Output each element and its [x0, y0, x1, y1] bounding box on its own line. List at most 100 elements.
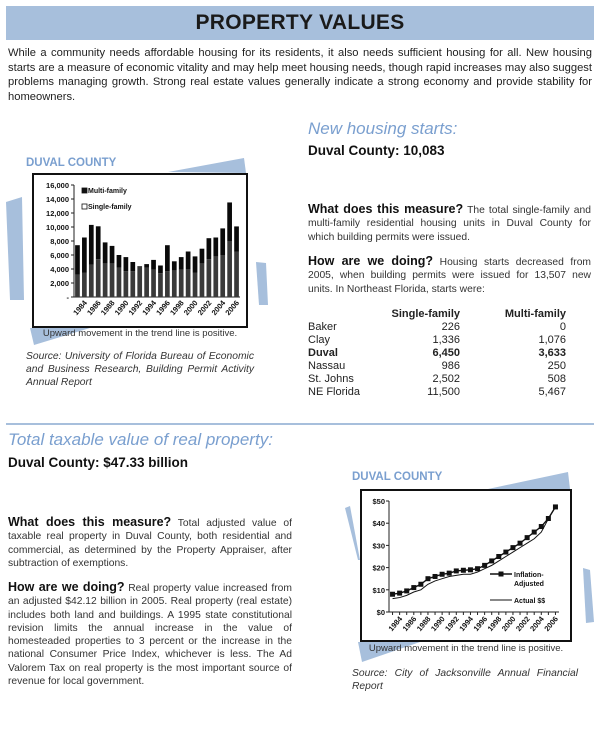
data-point	[418, 581, 424, 587]
bar-multi-family	[206, 238, 212, 260]
bar-single-family	[137, 266, 143, 297]
x-tick-label: 2006	[542, 615, 560, 634]
bar-single-family	[144, 267, 149, 297]
housing-doing-answer: Housing starts decreased from 2005, when…	[308, 257, 592, 295]
y-tick-label: 4,000	[50, 265, 69, 274]
bar-single-family	[199, 263, 205, 297]
table-cell-single: 986	[441, 360, 460, 372]
bar-single-family	[88, 264, 94, 297]
data-point	[510, 545, 516, 551]
legend-label: Actual $$	[514, 598, 545, 605]
bar-single-family	[220, 255, 226, 297]
data-point	[404, 588, 410, 594]
x-tick-label: 1988	[99, 299, 117, 318]
bar-multi-family	[192, 256, 198, 273]
x-tick-label: 2004	[528, 614, 546, 633]
table-cell-multi: 3,633	[538, 347, 566, 359]
data-point	[425, 576, 431, 582]
y-tick-label: $50	[372, 497, 385, 506]
table-row: St. Johns 2,502 508	[308, 373, 566, 386]
x-tick-label: 1994	[457, 614, 475, 633]
property-doing: How are we doing? Real property value in…	[8, 580, 292, 688]
wedge-shape	[30, 328, 90, 345]
table-cell-multi: 5,467	[538, 386, 566, 398]
housing-measure-answer: The total single-family and multi-family…	[308, 205, 591, 243]
data-point	[489, 558, 495, 564]
y-tick-label: 14,000	[46, 195, 69, 204]
data-point	[467, 567, 473, 573]
housing-chart: - 2,000 4,000 6,000 8,000 10,000 12,000 14,000 1…	[32, 173, 248, 328]
legend-swatch	[81, 187, 88, 194]
x-tick-label: 2002	[514, 615, 532, 634]
bar-single-family	[116, 267, 122, 297]
x-tick-label: 1990	[113, 299, 131, 318]
property-chart: $0 $10 $20 $30 $40 $50 1984 1986 1988 1990 1992 199…	[360, 489, 572, 642]
bar-multi-family	[102, 242, 108, 264]
table-cell-county: Clay	[308, 334, 331, 346]
bar-multi-family	[75, 245, 80, 275]
table-row: Duval 6,450 3,633	[308, 347, 566, 360]
y-tick-label: 8,000	[50, 237, 69, 246]
intro-paragraph: While a community needs affordable housi…	[8, 47, 592, 103]
y-tick-label: $40	[372, 519, 385, 528]
bar-single-family	[227, 241, 232, 297]
wedge-shape	[168, 158, 246, 173]
bar-single-family	[234, 251, 239, 297]
wedge-shape	[256, 262, 268, 305]
x-tick-label: 1992	[127, 299, 145, 318]
table-header-single: Single-family	[391, 308, 460, 320]
bar-multi-family	[171, 261, 177, 271]
housing-bar-chart: - 2,000 4,000 6,000 8,000 10,000 12,000 14,000 1…	[46, 181, 241, 318]
bar-multi-family	[116, 255, 122, 268]
table-cell-county: St. Johns	[308, 373, 354, 385]
legend-label: Single-family	[88, 204, 132, 211]
line-actual	[392, 506, 556, 600]
bar-multi-family	[82, 237, 87, 273]
data-point	[397, 590, 403, 596]
bar-single-family	[109, 263, 115, 297]
table-cell-single: 226	[441, 321, 460, 333]
table-cell-multi: 508	[547, 373, 566, 385]
legend-label: Multi-family	[88, 188, 127, 195]
bar-single-family	[171, 270, 177, 297]
x-tick-label: 1998	[168, 299, 186, 318]
bar-multi-family	[227, 202, 232, 241]
data-point	[411, 585, 417, 591]
housing-doing-question: How are we doing?	[308, 254, 434, 268]
x-tick-label: 1994	[140, 298, 158, 317]
table-cell-county: Nassau	[308, 360, 346, 372]
x-tick-label: 2000	[182, 299, 200, 318]
data-point	[475, 566, 481, 572]
table-cell-county: Duval	[308, 347, 338, 359]
y-tick-label: 6,000	[50, 251, 69, 260]
table-cell-single: 1,336	[432, 334, 460, 346]
x-tick-label: 1992	[443, 615, 461, 634]
bar-single-family	[75, 274, 80, 297]
table-row: Clay 1,336 1,076	[308, 334, 566, 347]
property-doing-question: How are we doing?	[8, 580, 125, 594]
bar-single-family	[185, 269, 191, 297]
table-row: NE Florida 11,500 5,467	[308, 386, 566, 399]
data-point	[390, 591, 396, 597]
table-header-county	[308, 308, 368, 321]
x-tick-label: 1984	[71, 298, 89, 317]
legend-marker	[498, 571, 504, 577]
table-header-multi: Multi-family	[504, 308, 566, 320]
page-header: PROPERTY VALUES	[6, 6, 594, 40]
bar-multi-family	[130, 262, 136, 272]
data-point	[496, 554, 502, 559]
data-point	[432, 573, 438, 579]
property-measure-question: What does this measure?	[8, 515, 172, 529]
x-tick-label: 2006	[223, 299, 241, 318]
table-cell-multi: 0	[559, 321, 566, 333]
y-tick-label: -	[67, 293, 70, 302]
y-tick-label: $10	[372, 586, 385, 595]
bar-single-family	[82, 272, 87, 297]
bar-multi-family	[185, 251, 191, 269]
x-tick-label: 2000	[500, 615, 518, 634]
housing-section-title: New housing starts:	[308, 119, 458, 138]
wedge-shape	[6, 197, 24, 300]
page-title: PROPERTY VALUES	[195, 11, 405, 34]
y-tick-label: $0	[377, 608, 385, 617]
